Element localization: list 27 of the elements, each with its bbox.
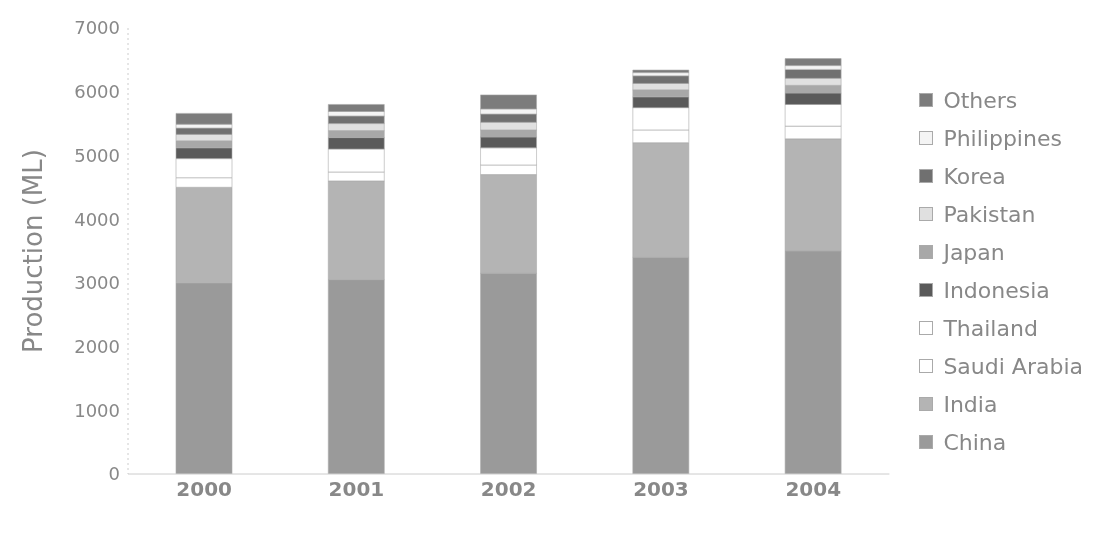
legend-label: Others xyxy=(943,87,1018,113)
y-tick-label: 4000 xyxy=(74,208,120,230)
legend-label: Indonesia xyxy=(943,277,1050,303)
legend-label: Philippines xyxy=(943,125,1062,151)
legend-label: China xyxy=(943,429,1007,455)
legend-label: India xyxy=(943,391,998,417)
y-tick-label: 1000 xyxy=(74,399,120,421)
legend-label: Korea xyxy=(943,163,1006,189)
legend-label: Pakistan xyxy=(943,201,1036,227)
y-tick-label: 5000 xyxy=(74,144,120,166)
legend-label: Japan xyxy=(943,239,1005,265)
x-tick-label: 2002 xyxy=(480,477,537,502)
bar xyxy=(784,58,842,66)
x-tick-label: 2004 xyxy=(785,477,842,502)
y-tick-label: 3000 xyxy=(74,272,120,294)
x-tick-label: 2000 xyxy=(176,477,232,502)
bar xyxy=(632,69,690,73)
y-tick-label: 2000 xyxy=(74,335,120,357)
y-tick-label: 7000 xyxy=(74,17,120,39)
legend-label: Saudi Arabia xyxy=(943,353,1083,379)
x-tick-label: 2001 xyxy=(328,477,385,502)
x-tick-label: 2003 xyxy=(633,477,689,502)
y-tick-label: 0 xyxy=(108,463,120,485)
y-axis-title: Production (ML) xyxy=(18,149,49,353)
legend-label: Thailand xyxy=(943,315,1038,341)
y-tick-label: 6000 xyxy=(74,81,120,103)
bar xyxy=(175,113,233,125)
